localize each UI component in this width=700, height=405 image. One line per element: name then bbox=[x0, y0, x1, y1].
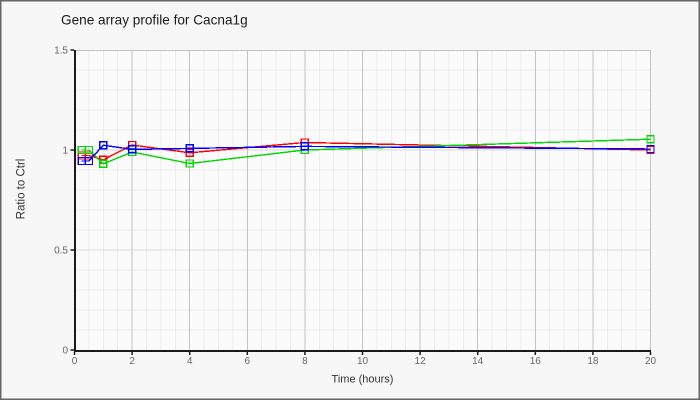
svg-text:8: 8 bbox=[302, 356, 308, 367]
svg-text:10: 10 bbox=[357, 356, 369, 367]
svg-text:Time (hours): Time (hours) bbox=[332, 374, 394, 386]
svg-text:20: 20 bbox=[645, 356, 657, 367]
svg-text:14: 14 bbox=[472, 356, 484, 367]
svg-text:Ratio to Ctrl: Ratio to Ctrl bbox=[16, 159, 28, 220]
svg-text:Gene array profile for Cacna1g: Gene array profile for Cacna1g bbox=[61, 13, 248, 28]
svg-text:12: 12 bbox=[415, 356, 427, 367]
svg-text:0: 0 bbox=[72, 356, 78, 367]
svg-text:0.5: 0.5 bbox=[54, 246, 68, 257]
svg-text:18: 18 bbox=[587, 356, 599, 367]
svg-text:4: 4 bbox=[187, 356, 193, 367]
svg-text:2: 2 bbox=[129, 356, 135, 367]
svg-text:0: 0 bbox=[62, 346, 68, 357]
svg-text:16: 16 bbox=[530, 356, 542, 367]
svg-text:1.5: 1.5 bbox=[54, 46, 68, 57]
svg-text:1: 1 bbox=[62, 146, 68, 157]
svg-text:6: 6 bbox=[245, 356, 251, 367]
